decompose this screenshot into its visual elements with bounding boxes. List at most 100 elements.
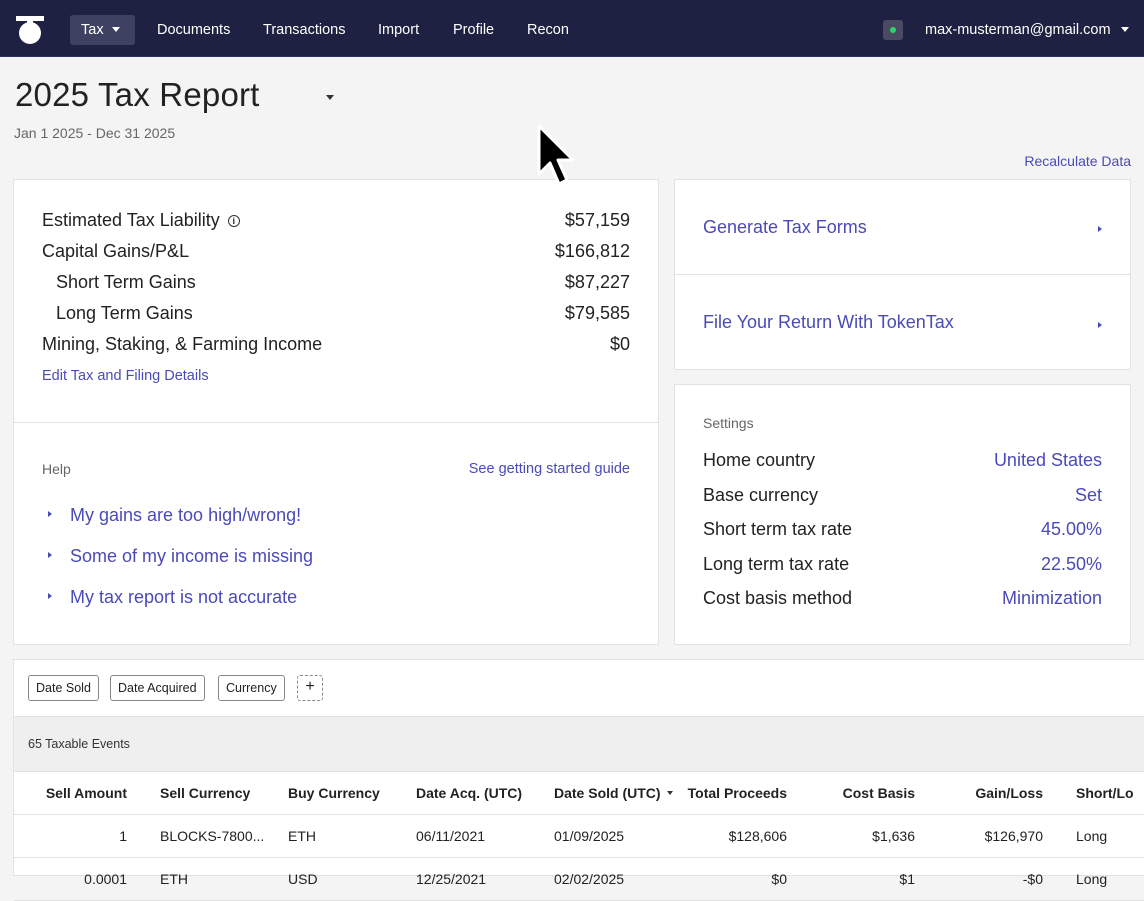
- info-icon[interactable]: i: [227, 215, 240, 227]
- summary-label: Mining, Staking, & Farming Income: [42, 334, 323, 354]
- cell-sell-currency: ETH: [160, 871, 188, 887]
- col-sell-amount[interactable]: Sell Amount: [45, 785, 127, 801]
- recalculate-data-link[interactable]: Recalculate Data: [1024, 153, 1131, 169]
- col-cost-basis[interactable]: Cost Basis: [842, 785, 915, 801]
- summary-label: Estimated Tax Liability i: [42, 208, 240, 232]
- setting-value-link[interactable]: 45.00%: [1040, 519, 1102, 539]
- setting-value-link[interactable]: Set: [1074, 485, 1102, 505]
- settings-card: Settings Home country United States Base…: [674, 384, 1131, 645]
- generate-tax-forms-label: Generate Tax Forms: [703, 216, 867, 237]
- summary-value: $0: [609, 334, 630, 354]
- summary-row-capital-gains: Capital Gains/P&L $166,812: [42, 239, 630, 263]
- file-return-button[interactable]: File Your Return With TokenTax: [675, 275, 1130, 370]
- chevron-right-icon: [48, 511, 52, 517]
- cell-buy-currency: USD: [288, 871, 318, 887]
- nav-recon[interactable]: Recon: [527, 22, 569, 38]
- generate-tax-forms-button[interactable]: Generate Tax Forms: [675, 180, 1130, 275]
- cell-date-acquired: 12/25/2021: [416, 871, 487, 887]
- sort-desc-icon: [666, 791, 673, 795]
- cell-date-sold: 02/02/2025: [554, 871, 625, 887]
- summary-label: Long Term Gains: [56, 303, 193, 323]
- cell-date-acquired: 06/11/2021: [416, 828, 486, 844]
- filter-bar: Date Sold Date Acquired Currency +: [14, 660, 1144, 717]
- user-email: max-musterman@gmail.com: [925, 22, 1111, 38]
- chevron-right-icon: [1098, 226, 1102, 232]
- filter-date-sold[interactable]: Date Sold: [28, 675, 99, 701]
- setting-label: Base currency: [703, 485, 819, 505]
- taxable-events-table: Date Sold Date Acquired Currency + 65 Ta…: [13, 659, 1144, 901]
- cell-sell-currency: BLOCKS-7800...: [160, 828, 265, 844]
- setting-label: Long term tax rate: [703, 554, 850, 574]
- add-filter-button[interactable]: +: [297, 675, 323, 701]
- status-indicator-icon[interactable]: [883, 20, 903, 40]
- nav-import[interactable]: Import: [378, 22, 420, 38]
- summary-row-short-term: Short Term Gains $87,227: [56, 270, 630, 294]
- nav-profile[interactable]: Profile: [453, 22, 495, 38]
- file-return-label: File Your Return With TokenTax: [703, 312, 954, 332]
- col-buy-currency[interactable]: Buy Currency: [288, 785, 380, 801]
- col-date-sold[interactable]: Date Sold (UTC): [554, 785, 673, 801]
- chevron-right-icon: [1098, 321, 1102, 328]
- cell-sell-amount: 1: [119, 828, 127, 844]
- help-item-report-inaccurate[interactable]: My tax report is not accurate: [48, 585, 297, 609]
- nav-tax-dropdown[interactable]: Tax: [70, 15, 135, 45]
- summary-value: $166,812: [554, 241, 630, 261]
- setting-value-link[interactable]: Minimization: [1001, 588, 1102, 608]
- year-dropdown-caret-icon[interactable]: [326, 95, 334, 100]
- setting-value-link[interactable]: 22.50%: [1040, 554, 1102, 574]
- edit-tax-details-link[interactable]: Edit Tax and Filing Details: [42, 368, 209, 384]
- help-item-gains-wrong[interactable]: My gains are too high/wrong!: [48, 503, 301, 527]
- cell-buy-currency: ETH: [288, 828, 316, 844]
- setting-value-link[interactable]: United States: [993, 450, 1102, 470]
- summary-value: $57,159: [564, 210, 630, 230]
- cell-cost-basis: $1: [899, 871, 915, 887]
- chevron-right-icon: [48, 593, 52, 599]
- setting-label: Cost basis method: [703, 588, 853, 608]
- settings-heading: Settings: [703, 415, 754, 431]
- tax-actions-card: Generate Tax Forms File Your Return With…: [674, 179, 1131, 370]
- caret-down-icon: [1120, 26, 1129, 32]
- page-title: 2025 Tax Report: [15, 76, 260, 113]
- filter-currency[interactable]: Currency: [218, 675, 285, 701]
- summary-value: $79,585: [564, 303, 630, 323]
- nav-transactions[interactable]: Transactions: [263, 22, 346, 38]
- setting-cost-basis: Cost basis method Minimization: [703, 586, 1102, 610]
- cell-gain-loss: $126,970: [984, 828, 1043, 844]
- cell-gain-loss: -$0: [1022, 871, 1043, 887]
- col-gain-loss[interactable]: Gain/Loss: [975, 785, 1043, 801]
- top-navbar: Tax Documents Transactions Import Profil…: [0, 0, 1144, 57]
- events-count: 65 Taxable Events: [28, 737, 130, 751]
- setting-label: Home country: [703, 450, 816, 470]
- table-row[interactable]: 0.0001 ETH USD 12/25/2021 02/02/2025 $0 …: [14, 858, 1144, 901]
- filter-date-acquired[interactable]: Date Acquired: [110, 675, 205, 701]
- status-dot: [890, 27, 896, 33]
- cell-total-proceeds: $0: [771, 871, 787, 887]
- setting-short-term-rate: Short term tax rate 45.00%: [703, 517, 1102, 541]
- cell-total-proceeds: $128,606: [728, 828, 787, 844]
- table-row[interactable]: 1 BLOCKS-7800... ETH 06/11/2021 01/09/20…: [14, 815, 1144, 858]
- cell-cost-basis: $1,636: [872, 828, 915, 844]
- col-short-long[interactable]: Short/Lo: [1076, 785, 1134, 801]
- setting-long-term-rate: Long term tax rate 22.50%: [703, 552, 1102, 576]
- cell-date-sold: 01/09/2025: [554, 828, 625, 844]
- col-sell-currency[interactable]: Sell Currency: [160, 785, 251, 801]
- user-menu[interactable]: max-musterman@gmail.com: [925, 15, 1129, 45]
- nav-documents[interactable]: Documents: [157, 22, 231, 38]
- col-total-proceeds[interactable]: Total Proceeds: [687, 785, 787, 801]
- chevron-right-icon: [48, 552, 52, 558]
- divider: [14, 422, 658, 423]
- summary-row-mining-income: Mining, Staking, & Farming Income $0: [42, 332, 630, 356]
- logo-icon[interactable]: [16, 15, 44, 45]
- getting-started-guide-link[interactable]: See getting started guide: [468, 461, 630, 477]
- events-summary-bar: 65 Taxable Events: [14, 717, 1144, 772]
- tax-summary-card: Estimated Tax Liability i $57,159 Capital…: [13, 179, 659, 645]
- col-date-acquired[interactable]: Date Acq. (UTC): [416, 785, 523, 801]
- help-heading: Help: [42, 461, 71, 477]
- summary-row-estimated-liability: Estimated Tax Liability i $57,159: [42, 208, 630, 232]
- mouse-cursor-icon: [537, 124, 575, 186]
- summary-value: $87,227: [564, 272, 630, 292]
- date-range: Jan 1 2025 - Dec 31 2025: [14, 125, 176, 141]
- setting-home-country: Home country United States: [703, 448, 1102, 472]
- help-item-income-missing[interactable]: Some of my income is missing: [48, 544, 313, 568]
- table-header: Sell Amount Sell Currency Buy Currency D…: [14, 772, 1144, 815]
